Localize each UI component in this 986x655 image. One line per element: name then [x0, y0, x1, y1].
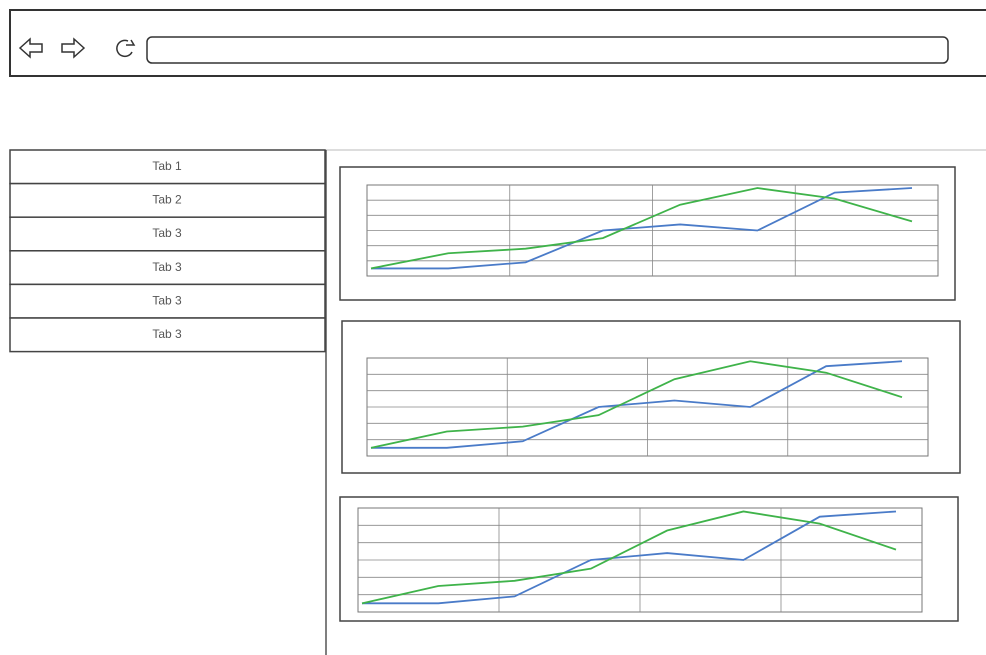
- tab-label: Tab 1: [152, 159, 182, 173]
- tab-label: Tab 2: [152, 193, 182, 207]
- chart-panel: [341, 320, 961, 474]
- back-button[interactable]: [18, 37, 43, 59]
- tab-label: Tab 3: [152, 327, 182, 341]
- tab[interactable]: [9, 317, 326, 353]
- tab[interactable]: [9, 149, 326, 185]
- tab[interactable]: [9, 182, 326, 218]
- series-line: [370, 360, 903, 449]
- chart-panel: [339, 496, 959, 622]
- tab[interactable]: [9, 283, 326, 319]
- forward-button[interactable]: [61, 37, 86, 59]
- reload-button[interactable]: [116, 39, 136, 58]
- series-line: [361, 510, 897, 605]
- tab-label: Tab 3: [152, 260, 182, 274]
- series-line: [370, 187, 913, 270]
- tab[interactable]: [9, 250, 326, 286]
- series-line: [362, 510, 897, 605]
- tab-label: Tab 3: [152, 293, 182, 307]
- chart-panel: [339, 166, 956, 301]
- tab-label: Tab 3: [152, 226, 182, 240]
- address-input[interactable]: [146, 36, 949, 64]
- series-line: [371, 187, 913, 270]
- series-line: [371, 360, 903, 449]
